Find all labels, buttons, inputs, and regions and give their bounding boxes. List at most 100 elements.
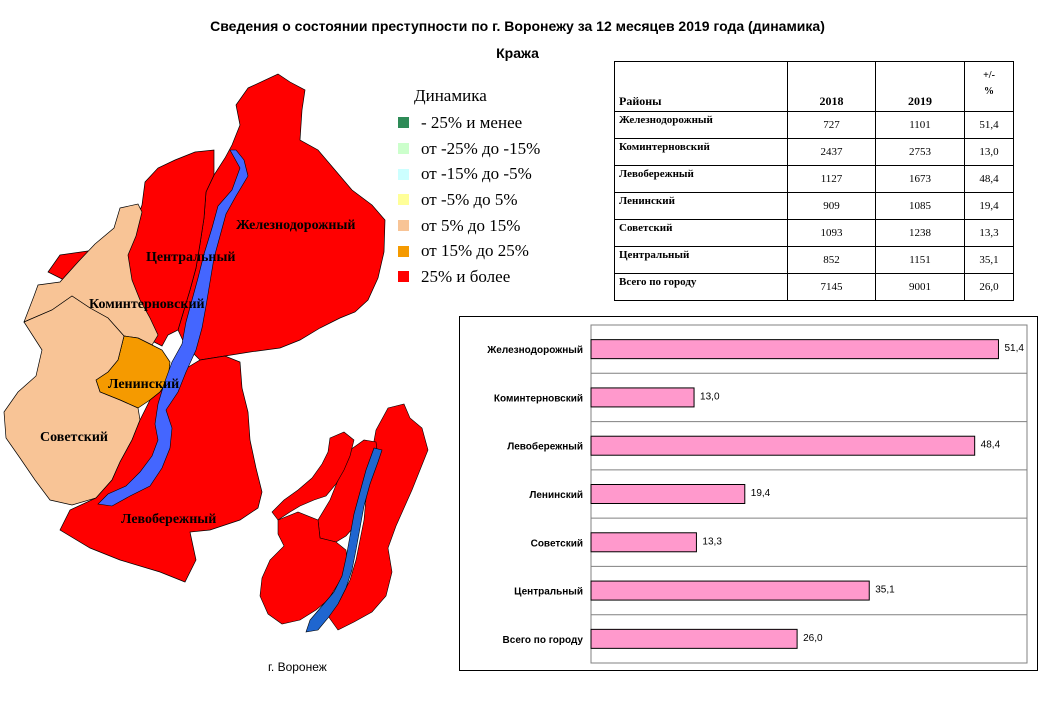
cell-2018: 7145 (787, 273, 876, 301)
cell-2019: 2753 (875, 138, 965, 166)
bar (590, 387, 695, 408)
header-2018: 2018 (787, 61, 876, 112)
header-2019: 2019 (875, 61, 965, 112)
bar (590, 628, 798, 649)
stats-table: Районы 2018 2019 +/-% Железнодорожный 727… (614, 61, 1014, 301)
category-label: Ленинский (529, 490, 583, 501)
cell-2018: 727 (787, 111, 876, 139)
legend-swatch (398, 245, 409, 257)
legend: Динамика - 25% и менее от -25% до -15% от … (398, 86, 540, 290)
cell-2018: 1127 (787, 165, 876, 193)
cell-pct: 13,3 (964, 219, 1014, 247)
cell-2018: 852 (787, 246, 876, 274)
legend-item: 25% и более (398, 264, 540, 290)
legend-label: 25% и более (421, 266, 511, 286)
cell-2019: 1238 (875, 219, 965, 247)
table-row: Центральный 852 1151 35,1 (614, 246, 1014, 274)
legend-swatch (398, 271, 409, 283)
cell-pct: 35,1 (964, 246, 1014, 274)
legend-swatch (398, 143, 409, 155)
bar (590, 580, 870, 601)
cell-district: Всего по городу (614, 273, 788, 301)
cell-2018: 1093 (787, 219, 876, 247)
legend-item: от 5% до 15% (398, 213, 540, 239)
value-label: 35,1 (875, 585, 895, 596)
cell-district: Центральный (614, 246, 788, 274)
category-label: Советский (531, 538, 583, 549)
label-sovetsky: Советский (40, 430, 108, 445)
bar (590, 339, 999, 360)
inset-district-west (259, 511, 349, 625)
table-row: Коминтерновский 2437 2753 13,0 (614, 138, 1014, 166)
table-body: Железнодорожный 727 1101 51,4 Коминтерновски… (614, 111, 1014, 301)
inset-river (305, 447, 383, 633)
cell-pct: 26,0 (964, 273, 1014, 301)
cell-pct: 19,4 (964, 192, 1014, 220)
legend-label: от -25% до -15% (421, 138, 541, 158)
header-pct-top: +/- (983, 70, 995, 81)
value-label: 19,4 (751, 488, 771, 499)
chart-svg: Железнодорожный 51,4 Коминтерновский 13,0 Ле… (486, 324, 1028, 664)
legend-items: - 25% и менее от -25% до -15% от -15% до -… (398, 110, 540, 290)
bar (590, 532, 697, 553)
category-label: Всего по городу (503, 635, 584, 646)
legend-swatch (398, 117, 409, 129)
cell-pct: 51,4 (964, 111, 1014, 139)
legend-label: - 25% и менее (421, 112, 523, 132)
district-map: Железнодорожный Центральный Коминтерновс… (3, 73, 429, 633)
bar (590, 435, 976, 456)
cell-district: Железнодорожный (614, 111, 788, 139)
cell-district: Коминтерновский (614, 138, 788, 166)
legend-item: от -5% до 5% (398, 187, 540, 213)
main-map: Железнодорожный Центральный Коминтерновс… (3, 73, 386, 583)
header-pct-bottom: % (984, 86, 994, 97)
legend-title: Динамика (414, 86, 487, 105)
category-label: Центральный (514, 587, 583, 598)
inset-district-center (317, 439, 379, 543)
value-label: 51,4 (1004, 343, 1024, 354)
legend-label: от 5% до 15% (421, 215, 521, 235)
table-row: Левобережный 1127 1673 48,4 (614, 165, 1014, 193)
page-title: Сведения о состоянии преступности по г. … (210, 18, 825, 34)
category-label: Железнодорожный (486, 345, 583, 356)
district-zheleznodorozhny[interactable] (177, 73, 386, 361)
page-subtitle: Кража (496, 45, 539, 61)
legend-label: от -15% до -5% (421, 164, 532, 184)
legend-item: от 15% до 25% (398, 238, 540, 264)
label-leninsky: Ленинский (108, 377, 179, 392)
legend-swatch (398, 168, 409, 180)
label-zheleznodorozhny: Железнодорожный (236, 218, 355, 233)
bar-chart: Железнодорожный 51,4 Коминтерновский 13,0 Ле… (459, 316, 1038, 671)
value-label: 26,0 (803, 633, 823, 644)
legend-item: от -25% до -15% (398, 136, 540, 162)
cell-district: Левобережный (614, 165, 788, 193)
cell-2019: 9001 (875, 273, 965, 301)
table-row: Ленинский 909 1085 19,4 (614, 192, 1014, 220)
legend-label: от 15% до 25% (421, 241, 529, 261)
value-label: 13,0 (700, 391, 720, 402)
inset-caption: г. Воронеж (268, 660, 327, 674)
label-kominternovsky: Коминтерновский (89, 297, 205, 312)
cell-2018: 2437 (787, 138, 876, 166)
cell-2019: 1673 (875, 165, 965, 193)
inset-map (259, 403, 429, 633)
inset-district-east (327, 403, 429, 631)
cell-2019: 1085 (875, 192, 965, 220)
value-label: 13,3 (702, 536, 722, 547)
table-row: Железнодорожный 727 1101 51,4 (614, 111, 1014, 139)
bar (590, 484, 746, 504)
table-row: Всего по городу 7145 9001 26,0 (614, 273, 1014, 301)
legend-item: - 25% и менее (398, 110, 540, 136)
cell-district: Ленинский (614, 192, 788, 220)
cell-2019: 1151 (875, 246, 965, 274)
legend-swatch (398, 220, 409, 232)
category-label: Левобережный (507, 441, 583, 453)
cell-2019: 1101 (875, 111, 965, 139)
legend-swatch (398, 194, 409, 206)
legend-item: от -15% до -5% (398, 161, 540, 187)
cell-district: Советский (614, 219, 788, 247)
cell-2018: 909 (787, 192, 876, 220)
category-label: Коминтерновский (494, 393, 583, 404)
table-row: Советский 1093 1238 13,3 (614, 219, 1014, 247)
header-pct: +/-% (964, 61, 1014, 112)
